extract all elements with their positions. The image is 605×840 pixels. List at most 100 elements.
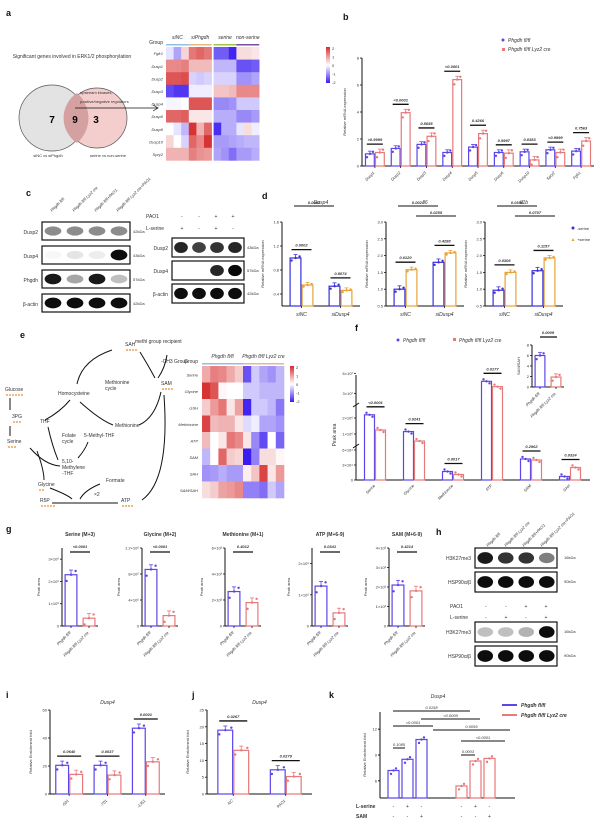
isotope-dot xyxy=(165,388,167,390)
heatmap-cell xyxy=(221,97,230,111)
data-point xyxy=(118,771,121,774)
heatmap-cell xyxy=(213,135,222,149)
heatmap-cell xyxy=(196,147,205,161)
blot-band xyxy=(477,627,494,637)
heatmap-group-bar xyxy=(188,44,212,46)
y-tick-label: 4×10³ xyxy=(212,572,223,577)
data-point xyxy=(167,614,171,617)
data-point xyxy=(533,158,536,162)
condition-value: - xyxy=(475,814,477,820)
x-tick-label: siNC xyxy=(296,312,307,318)
arrow-head-icon xyxy=(152,104,159,112)
data-point xyxy=(237,586,240,590)
isotope-dot xyxy=(19,421,21,423)
blot-band xyxy=(174,287,188,300)
heatmap-cell xyxy=(234,382,244,400)
data-point xyxy=(554,375,558,379)
p-value-label: 0.9997 xyxy=(498,138,511,143)
y-tick-label: 0.5 xyxy=(377,304,383,309)
blot-row-label: Dusp4 xyxy=(154,269,169,275)
blot-band xyxy=(88,226,106,236)
venn-overlap xyxy=(63,93,89,143)
data-point xyxy=(493,291,496,294)
data-point xyxy=(246,607,249,611)
heatmap-cell xyxy=(196,135,205,149)
y-tick-label: 1.5 xyxy=(476,270,482,275)
data-point xyxy=(509,271,512,274)
y-tick-label: 40 xyxy=(43,736,48,741)
data-point xyxy=(418,439,421,443)
pathway-arrow xyxy=(29,447,61,467)
heatmap-cell xyxy=(173,147,182,161)
heatmap-cell xyxy=(218,432,227,449)
y-tick-label: 0 xyxy=(202,792,205,797)
y-axis-label: Peak area xyxy=(36,577,41,596)
blot-band xyxy=(88,273,106,285)
bar xyxy=(503,152,514,167)
condition-value: - xyxy=(505,604,507,610)
data-point xyxy=(549,148,552,151)
y-tick-label: 4×10⁵ xyxy=(128,598,139,603)
pathway-arrow xyxy=(139,351,156,379)
data-point xyxy=(446,151,449,154)
legend-label-ko: Phgdh fl/fl Lyz2 cre xyxy=(508,47,551,53)
heatmap-cell xyxy=(228,122,237,136)
data-point xyxy=(246,746,249,749)
data-point xyxy=(485,760,489,764)
isotope-dot xyxy=(171,388,173,390)
isotope-dot xyxy=(131,505,133,507)
heatmap-cell xyxy=(204,59,212,73)
heatmap-cell xyxy=(244,122,252,136)
lane-label: Phgdh fl/fl Lyz2 cre+PAO1 xyxy=(539,511,576,548)
y-tick-label: 0 xyxy=(137,624,140,629)
data-point xyxy=(342,607,345,611)
heatmap-cell xyxy=(244,72,252,86)
p-value-label: <0.0001 xyxy=(476,735,491,740)
heatmap-group-bar xyxy=(166,44,189,46)
heatmap-cell xyxy=(202,432,211,449)
y-tick-label: 15 xyxy=(200,741,205,746)
data-point xyxy=(552,255,555,259)
y-tick-label: 0.4 xyxy=(273,292,279,297)
condition-label: L-serine xyxy=(450,615,468,621)
heatmap-cell xyxy=(243,382,252,400)
data-point xyxy=(523,150,526,154)
condition-value: + xyxy=(474,804,477,810)
bar xyxy=(469,760,482,799)
condition-value: - xyxy=(485,615,487,621)
heatmap-cell xyxy=(251,415,260,433)
pathway-cycle-label: Folate xyxy=(62,433,76,439)
blot-band xyxy=(192,287,206,300)
y-axis-label: Relative Enrichment fold xyxy=(185,730,190,773)
pathway-node: Formate xyxy=(106,478,125,484)
bar xyxy=(504,271,517,307)
isotope-dot xyxy=(39,489,41,491)
pathway-arrow xyxy=(36,450,45,481)
condition-value: - xyxy=(232,226,234,232)
y-tick-label: 1.0 xyxy=(377,287,383,292)
axis-break xyxy=(352,443,360,449)
legend-marker-ko xyxy=(502,48,505,51)
heatmap-cell xyxy=(251,147,260,161)
heatmap-cell xyxy=(228,97,237,111)
venn-arrow-label-2: positive/negative regulators xyxy=(80,99,129,104)
data-point xyxy=(402,286,405,289)
data-point xyxy=(292,775,296,778)
isotope-dot xyxy=(18,394,20,396)
isotope-dot xyxy=(13,421,15,423)
heatmap-cell xyxy=(244,47,252,60)
blot-band xyxy=(66,226,84,236)
venn-left-count: 7 xyxy=(49,115,55,126)
legend-marker-plus-serine xyxy=(571,238,575,241)
data-point xyxy=(558,373,561,377)
y-tick-label: 2 xyxy=(357,137,360,142)
blot-c1-frame xyxy=(41,221,131,241)
data-point xyxy=(270,772,274,776)
data-point xyxy=(151,760,155,763)
heatmap-cell xyxy=(226,415,236,433)
condition-label: SAM xyxy=(356,814,367,820)
data-point xyxy=(276,768,280,772)
bar xyxy=(432,261,445,307)
y-tick-label: 6 xyxy=(527,353,530,358)
